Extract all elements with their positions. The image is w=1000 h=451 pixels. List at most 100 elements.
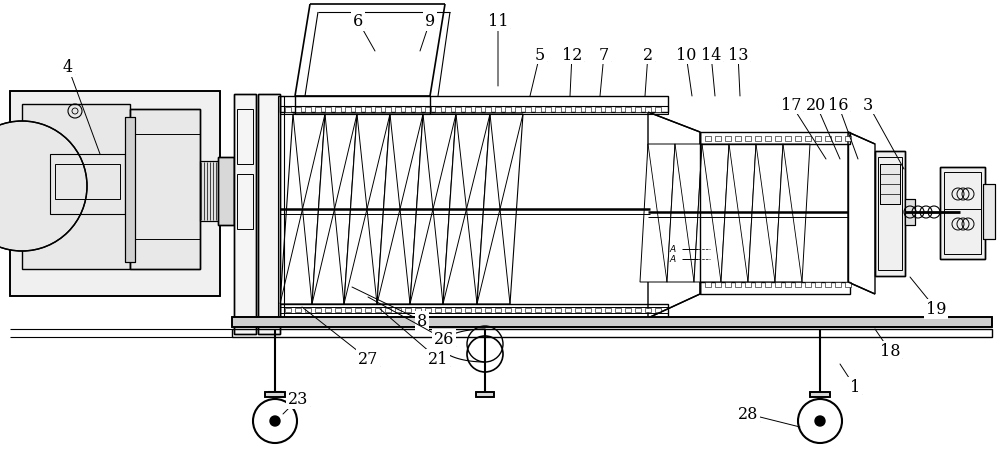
Bar bbox=[755, 282, 761, 287]
Polygon shape bbox=[344, 115, 390, 304]
Bar bbox=[715, 137, 721, 142]
Bar bbox=[130, 110, 200, 269]
Bar bbox=[476, 392, 494, 397]
Bar bbox=[940, 168, 985, 259]
Bar bbox=[595, 308, 601, 312]
Bar bbox=[905, 199, 915, 226]
Bar bbox=[278, 97, 284, 318]
Polygon shape bbox=[775, 145, 810, 282]
Bar bbox=[265, 392, 285, 397]
Bar bbox=[295, 308, 301, 312]
Bar bbox=[485, 108, 491, 113]
Bar bbox=[944, 173, 981, 254]
Bar bbox=[940, 168, 985, 259]
Bar bbox=[280, 307, 668, 313]
Text: 1: 1 bbox=[850, 379, 860, 396]
Bar bbox=[585, 108, 591, 113]
Text: 12: 12 bbox=[562, 46, 582, 63]
Circle shape bbox=[0, 122, 87, 252]
Bar bbox=[345, 108, 351, 113]
Bar bbox=[545, 108, 551, 113]
Bar bbox=[365, 308, 371, 312]
Bar bbox=[645, 108, 651, 113]
Bar bbox=[815, 137, 821, 142]
Text: A: A bbox=[670, 255, 676, 264]
Polygon shape bbox=[280, 115, 325, 304]
Bar bbox=[415, 108, 421, 113]
Bar bbox=[385, 108, 391, 113]
Polygon shape bbox=[312, 115, 357, 304]
Bar bbox=[280, 97, 668, 113]
Bar bbox=[515, 108, 521, 113]
Polygon shape bbox=[22, 105, 130, 269]
Bar bbox=[465, 308, 471, 312]
Bar bbox=[445, 308, 451, 312]
Bar bbox=[355, 308, 361, 312]
Bar bbox=[615, 308, 621, 312]
Text: 19: 19 bbox=[926, 301, 946, 318]
Bar bbox=[725, 137, 731, 142]
Bar bbox=[878, 158, 902, 271]
Bar bbox=[315, 108, 321, 113]
Bar bbox=[232, 318, 992, 327]
Bar bbox=[535, 308, 541, 312]
Bar bbox=[700, 133, 850, 145]
Bar bbox=[425, 108, 431, 113]
Bar bbox=[625, 308, 631, 312]
Circle shape bbox=[270, 416, 280, 426]
Bar bbox=[315, 308, 321, 312]
Bar bbox=[55, 165, 120, 199]
Bar bbox=[415, 308, 421, 312]
Bar bbox=[605, 108, 611, 113]
Text: 10: 10 bbox=[676, 46, 696, 63]
Polygon shape bbox=[648, 113, 700, 318]
Bar bbox=[745, 137, 751, 142]
Bar bbox=[775, 137, 781, 142]
Bar bbox=[218, 158, 234, 226]
Text: A: A bbox=[670, 245, 676, 254]
Bar bbox=[595, 108, 601, 113]
Text: 8: 8 bbox=[417, 313, 427, 330]
Bar bbox=[375, 308, 381, 312]
Bar bbox=[455, 108, 461, 113]
Bar bbox=[795, 137, 801, 142]
Bar bbox=[265, 392, 285, 397]
Bar bbox=[835, 282, 841, 287]
Bar bbox=[715, 282, 721, 287]
Bar bbox=[555, 108, 561, 113]
Bar bbox=[765, 137, 771, 142]
Bar bbox=[495, 108, 501, 113]
Bar bbox=[505, 108, 511, 113]
Bar bbox=[635, 308, 641, 312]
Bar bbox=[545, 308, 551, 312]
Bar bbox=[476, 392, 494, 397]
Bar bbox=[285, 108, 291, 113]
Bar bbox=[395, 308, 401, 312]
Bar bbox=[845, 282, 851, 287]
Text: 3: 3 bbox=[863, 96, 873, 113]
Bar bbox=[810, 392, 830, 397]
Bar bbox=[805, 137, 811, 142]
Bar bbox=[10, 92, 220, 296]
Bar bbox=[285, 308, 291, 312]
Bar bbox=[335, 108, 341, 113]
Bar bbox=[635, 108, 641, 113]
Bar bbox=[365, 108, 371, 113]
Bar bbox=[525, 308, 531, 312]
Bar bbox=[325, 308, 331, 312]
Bar bbox=[983, 184, 995, 239]
Bar bbox=[525, 108, 531, 113]
Bar bbox=[745, 282, 751, 287]
Bar bbox=[905, 199, 915, 226]
Bar bbox=[605, 308, 611, 312]
Text: 26: 26 bbox=[434, 331, 454, 348]
Text: 6: 6 bbox=[353, 14, 363, 30]
Text: 4: 4 bbox=[63, 60, 73, 76]
Bar bbox=[125, 118, 135, 262]
Bar bbox=[825, 137, 831, 142]
Bar bbox=[258, 95, 280, 334]
Bar bbox=[785, 282, 791, 287]
Bar bbox=[232, 329, 992, 337]
Bar bbox=[565, 308, 571, 312]
Bar bbox=[875, 152, 905, 276]
